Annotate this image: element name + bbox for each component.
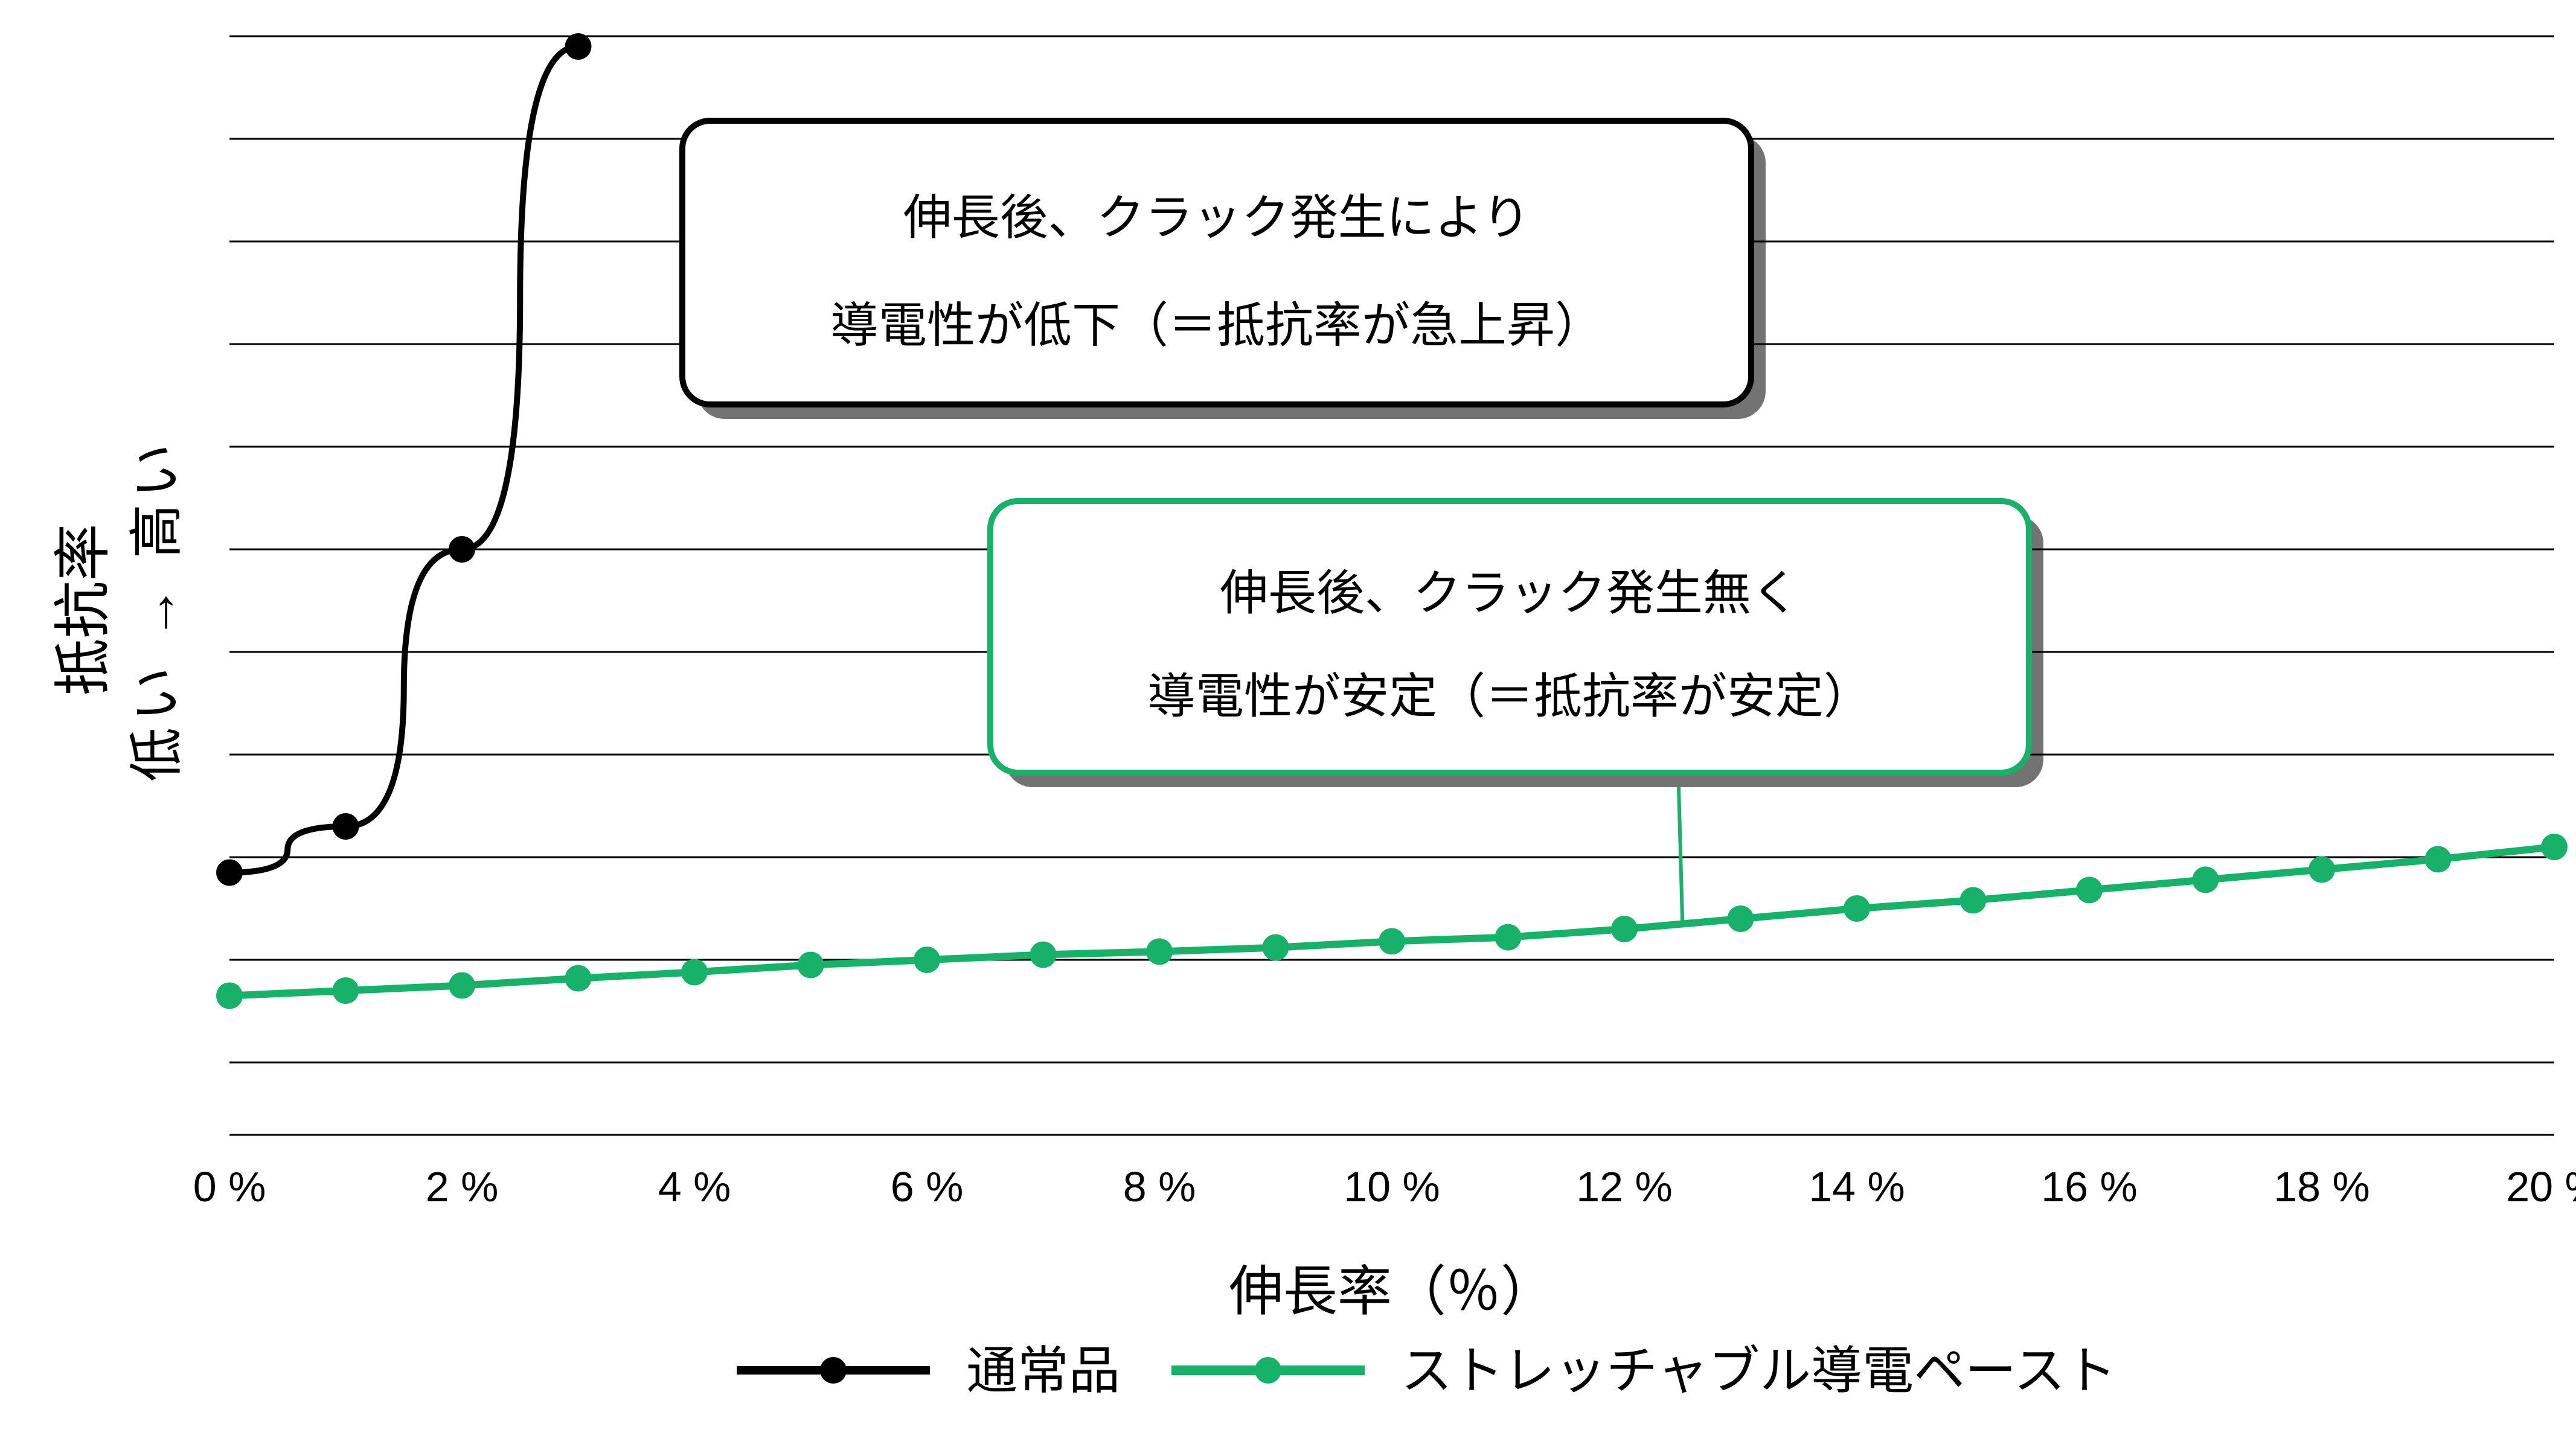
series-marker-stretchable <box>565 965 592 992</box>
chart-svg: 0 % 2 % 4 % 6 % 8 % 10 % 12 % 14 % 16 % 18 % 20 % 伸… <box>0 0 2576 1453</box>
series-marker-stretchable <box>449 972 475 999</box>
series-marker-stretchable <box>2193 866 2219 893</box>
series-marker-stretchable <box>798 952 824 979</box>
y-axis-title: 抵抗率 <box>51 523 115 695</box>
stretchable-callout-line2: 導電性が安定（＝抵抗率が安定） <box>1147 669 1872 723</box>
x-tick-label: 18 % <box>2273 1163 2370 1210</box>
x-tick-label: 2 % <box>426 1163 499 1210</box>
series-marker-normal <box>333 813 359 840</box>
series-marker-normal <box>565 33 592 60</box>
series-marker-normal <box>449 536 475 563</box>
series-marker-normal <box>216 860 243 886</box>
x-tick-label: 14 % <box>1809 1163 1905 1210</box>
stretchable-callout <box>990 501 2029 773</box>
resistivity-vs-elongation-chart: 0 % 2 % 4 % 6 % 8 % 10 % 12 % 14 % 16 % 18 % 20 % 伸… <box>0 0 2576 1453</box>
series-marker-stretchable <box>1030 942 1057 968</box>
x-tick-label: 4 % <box>658 1163 731 1210</box>
series-marker-stretchable <box>216 983 243 1009</box>
series-marker-stretchable <box>2076 877 2103 903</box>
x-tick-label: 20 % <box>2506 1163 2576 1210</box>
x-tick-label: 12 % <box>1576 1163 1673 1210</box>
series-marker-stretchable <box>1146 938 1173 965</box>
x-tick-label: 16 % <box>2041 1163 2138 1210</box>
series-marker-stretchable <box>1728 905 1754 932</box>
series-marker-stretchable <box>2425 846 2452 872</box>
series-marker-stretchable <box>681 959 708 985</box>
legend-marker-stretchable <box>1255 1357 1281 1384</box>
normal-callout <box>682 121 1751 404</box>
series-marker-stretchable <box>2541 834 2568 860</box>
legend-label-normal: 通常品 <box>966 1343 1120 1400</box>
normal-callout-line2: 導電性が低下（＝抵抗率が急上昇） <box>830 299 1603 353</box>
stretchable-callout-line1: 伸長後、クラック発生無く <box>1220 566 1799 620</box>
series-marker-stretchable <box>1263 934 1289 961</box>
series-marker-stretchable <box>2308 856 2335 883</box>
normal-callout-line1: 伸長後、クラック発生により <box>903 191 1530 244</box>
series-marker-stretchable <box>914 947 940 973</box>
series-line-normal <box>229 46 578 873</box>
legend-label-stretchable: ストレッチャブル導電ペースト <box>1401 1343 2116 1400</box>
y-axis-direction: 低い → 高い <box>127 438 187 782</box>
y-axis-title-group: 抵抗率低い → 高い <box>51 438 187 782</box>
series-marker-stretchable <box>1495 924 1522 951</box>
series-marker-stretchable <box>333 977 359 1004</box>
legend-marker-normal <box>820 1357 847 1384</box>
x-tick-label: 0 % <box>193 1163 266 1210</box>
series-marker-stretchable <box>1844 895 1870 922</box>
x-tick-label: 6 % <box>891 1163 964 1210</box>
stretchable-callout-pointer <box>1679 787 1682 924</box>
x-tick-label: 8 % <box>1123 1163 1196 1210</box>
series-marker-stretchable <box>1611 916 1638 942</box>
x-tick-label: 10 % <box>1344 1163 1440 1210</box>
series-marker-stretchable <box>1379 928 1405 954</box>
series-marker-stretchable <box>1960 887 1987 913</box>
x-axis-title: 伸長率（％） <box>1229 1262 1555 1322</box>
